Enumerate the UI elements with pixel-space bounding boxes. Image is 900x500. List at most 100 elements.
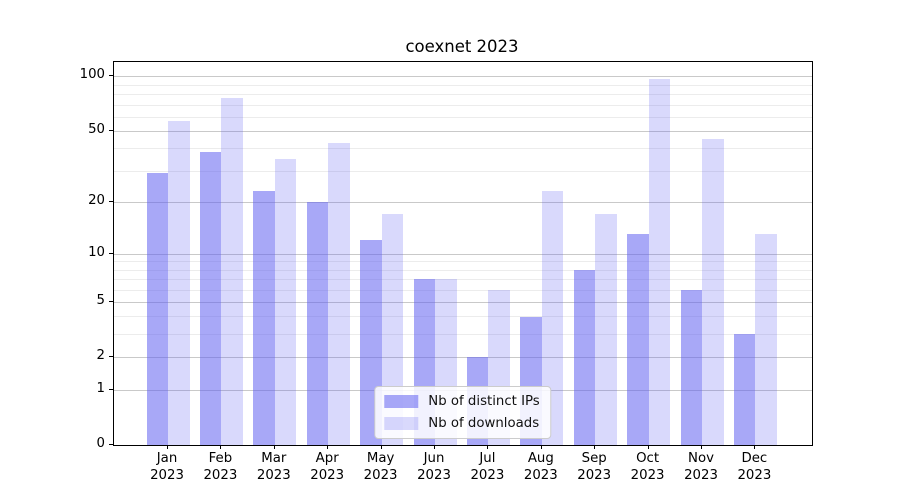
bar-downloads-aug: [541, 191, 564, 445]
gridline-minor: [114, 334, 812, 336]
bar-ips-jan: [146, 173, 168, 445]
y-tick-label: 2: [96, 348, 105, 364]
bar-ips-mar: [253, 191, 275, 445]
x-tick-month: Jan: [156, 451, 178, 466]
legend: Nb of distinct IPs Nb of downloads: [374, 386, 552, 439]
y-tick-mark: [109, 129, 113, 131]
x-tick-mark: [434, 445, 435, 449]
gridline-major: [114, 76, 812, 78]
legend-swatch-ips: [384, 394, 419, 409]
x-tick-month: Sep: [581, 451, 607, 466]
bar-ips-feb: [199, 152, 222, 445]
legend-row: Nb of distinct IPs: [384, 394, 540, 409]
y-tick-label: 100: [79, 67, 105, 83]
legend-label: Nb of downloads: [428, 416, 540, 431]
bar-downloads-oct: [648, 78, 671, 445]
x-tick-mark: [540, 445, 542, 449]
gridline-major: [114, 357, 812, 359]
legend-row: Nb of downloads: [384, 416, 539, 431]
x-tick-label: Feb 2023: [192, 451, 248, 484]
x-tick-month: Nov: [688, 451, 714, 466]
y-tick-label: 10: [88, 244, 105, 260]
x-tick-year: 2023: [203, 467, 238, 483]
gridline-minor: [114, 261, 812, 263]
bar-downloads-apr: [328, 142, 350, 445]
x-tick-label: Jul 2023: [459, 451, 515, 484]
x-tick-month: Apr: [315, 451, 339, 466]
x-tick-mark: [220, 445, 222, 449]
gridline-minor: [114, 289, 812, 291]
bar-ips-dec: [733, 334, 756, 445]
x-tick-month: Feb: [208, 451, 233, 466]
y-tick-mark: [109, 252, 113, 254]
x-tick-month: Aug: [527, 451, 554, 466]
y-tick-label: 20: [88, 192, 105, 208]
bar-downloads-jan: [168, 120, 190, 445]
y-tick-mark: [109, 444, 113, 445]
x-tick-month: Dec: [741, 451, 768, 466]
y-tick-label: 1: [96, 380, 105, 396]
x-tick-label: Dec 2023: [726, 451, 782, 484]
y-tick-label: 5: [96, 292, 105, 308]
bar-downloads-nov: [702, 139, 724, 445]
x-tick-label: Sep 2023: [566, 451, 622, 484]
x-tick-year: 2023: [684, 467, 718, 483]
bar-downloads-dec: [755, 234, 777, 445]
x-tick-label: Aug 2023: [513, 451, 569, 484]
x-tick-label: Jun 2023: [406, 451, 462, 484]
bar-downloads-mar: [274, 158, 297, 445]
gridline-minor: [114, 269, 812, 271]
x-tick-label: Apr 2023: [299, 451, 355, 484]
gridline-minor: [114, 278, 812, 280]
x-tick-mark: [167, 445, 168, 449]
bar-downloads-feb: [221, 98, 243, 445]
bar-ips-sep: [573, 269, 596, 445]
x-tick-year: 2023: [630, 467, 665, 483]
x-tick-year: 2023: [577, 467, 612, 483]
x-tick-month: Mar: [261, 451, 287, 466]
gridline-major: [114, 130, 812, 132]
y-tick-mark: [109, 75, 113, 77]
x-tick-mark: [701, 445, 702, 449]
x-tick-year: 2023: [523, 467, 558, 483]
y-tick-label: 50: [88, 121, 105, 137]
bar-ips-apr: [306, 201, 329, 445]
gridline-major: [114, 253, 812, 255]
x-tick-mark: [380, 445, 382, 449]
x-tick-year: 2023: [256, 467, 291, 483]
x-tick-label: Nov 2023: [673, 451, 729, 484]
x-tick-mark: [487, 445, 489, 449]
legend-label: Nb of distinct IPs: [428, 394, 540, 409]
y-tick-mark: [109, 200, 113, 202]
gridline-minor: [114, 316, 812, 318]
x-tick-month: Jun: [423, 451, 445, 466]
bar-downloads-sep: [595, 214, 617, 445]
gridline-major: [114, 201, 812, 203]
x-tick-year: 2023: [737, 467, 772, 483]
y-tick-mark: [109, 356, 113, 358]
bar-ips-nov: [680, 289, 702, 445]
x-tick-mark: [327, 445, 329, 449]
gridline-major: [114, 301, 812, 303]
gridline-minor: [114, 116, 812, 118]
gridline-minor: [114, 104, 812, 106]
legend-swatch-downloads: [384, 416, 419, 431]
bar-ips-oct: [627, 234, 649, 445]
x-tick-label: Mar 2023: [246, 451, 302, 484]
x-tick-month: Oct: [636, 451, 660, 466]
x-tick-month: Jul: [479, 451, 496, 466]
gridline-minor: [114, 94, 812, 96]
x-tick-mark: [594, 445, 596, 449]
x-tick-mark: [273, 445, 275, 449]
x-tick-label: May 2023: [353, 451, 409, 484]
gridline-minor: [114, 148, 812, 150]
gridline-minor: [114, 84, 812, 86]
x-tick-year: 2023: [150, 467, 184, 483]
x-tick-year: 2023: [470, 467, 505, 483]
x-tick-mark: [754, 445, 756, 449]
x-tick-year: 2023: [363, 467, 398, 483]
x-tick-year: 2023: [310, 467, 345, 483]
y-tick-mark: [109, 300, 113, 302]
y-tick-mark: [109, 388, 113, 390]
